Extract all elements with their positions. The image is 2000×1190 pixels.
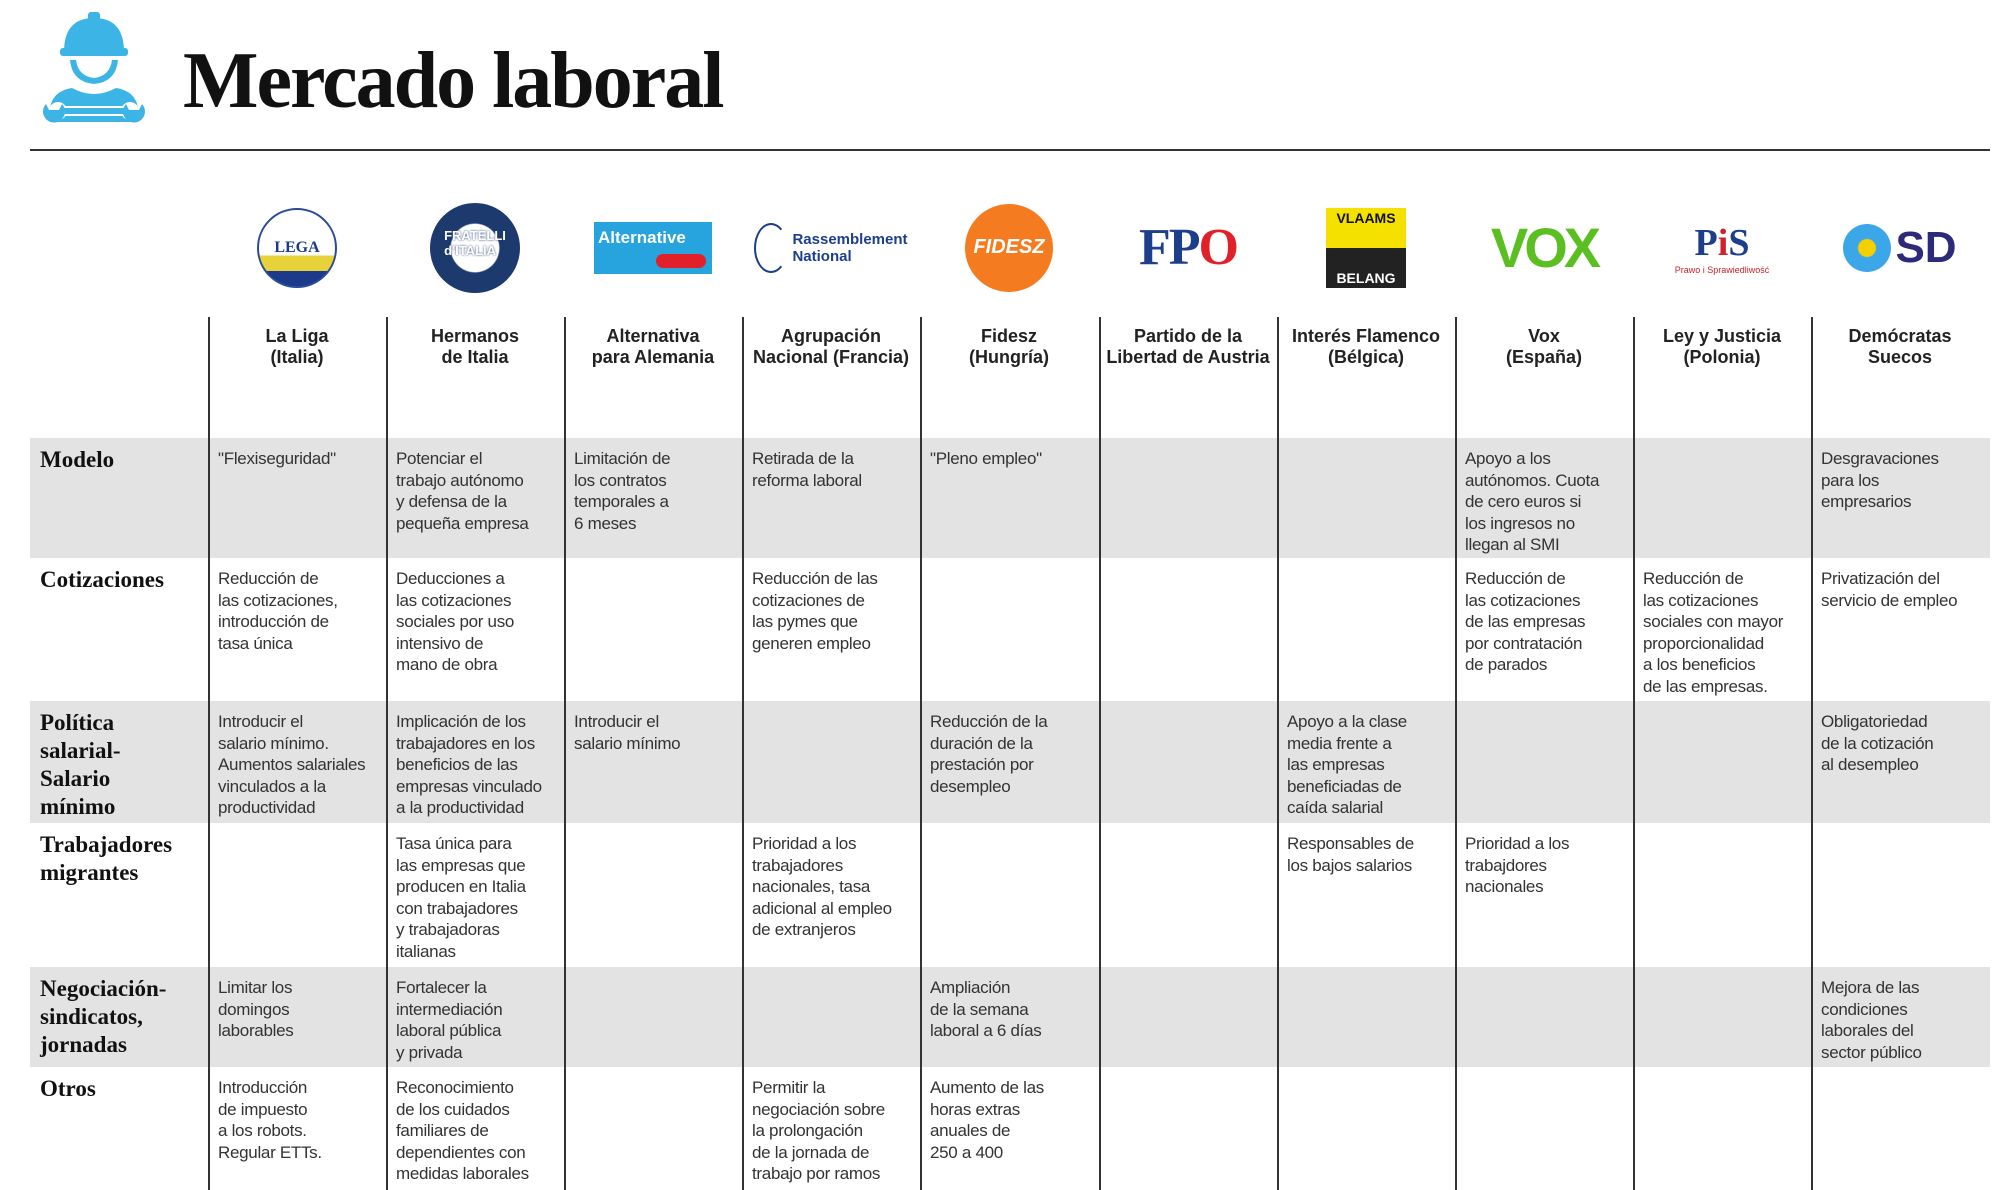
logo-part — [754, 222, 789, 273]
page-title: Mercado laboral — [183, 37, 725, 125]
table-cell: Fortalecer la intermediación laboral púb… — [396, 978, 503, 1062]
logo-part: Rassemblement National — [792, 230, 908, 265]
logo-part: VLAAMS — [1336, 209, 1396, 226]
table-cell: "Flexiseguridad" — [218, 449, 336, 468]
table-cell: Permitir la negociación sobre la prolong… — [752, 1078, 885, 1183]
column-divider — [1099, 317, 1101, 1190]
party-logo: VLAAMS BELANG — [1277, 195, 1455, 300]
logo-part — [1843, 223, 1892, 272]
logo-part: Alternative — [594, 221, 712, 274]
row-label: Otros — [40, 1076, 96, 1101]
column-header: Ley y Justicia (Polonia) — [1662, 326, 1782, 367]
table-cell: Reconocimiento de los cuidados familiare… — [396, 1078, 529, 1183]
column-header: La Liga (Italia) — [265, 326, 329, 367]
table-cell: Mejora de las condiciones laborales del … — [1821, 978, 1922, 1062]
table-cell: Apoyo a la clase media frente a las empr… — [1287, 712, 1407, 817]
row-label: Negociación- sindicatos, jornadas — [40, 976, 167, 1057]
logo-part: FPO — [1139, 219, 1239, 276]
logo-part: FIDESZ — [965, 203, 1053, 292]
party-logo: SD — [1811, 195, 1989, 300]
column-header: Agrupación Nacional (Francia) — [752, 326, 910, 367]
row-label: Trabajadores migrantes — [40, 832, 173, 885]
table-cell: Prioridad a los trabajadores nacionales,… — [752, 834, 892, 939]
column-header: Fidesz (Hungría) — [969, 326, 1049, 367]
table-cell: Responsables de los bajos salarios — [1287, 834, 1414, 875]
table-cell: Reducción de la duración de la prestació… — [930, 712, 1048, 796]
logo-part: BELANG — [1336, 269, 1396, 286]
table-cell: Aumento de las horas extras anuales de 2… — [930, 1078, 1044, 1162]
table-cell: Reducción de las cotizaciones de las pym… — [752, 569, 878, 653]
party-logo: LEGA — [208, 195, 386, 300]
column-header: Demócratas Suecos — [1848, 326, 1952, 367]
logo-part: Rassemblement National — [754, 222, 908, 273]
table-cell: Prioridad a los trabajdores nacionales — [1465, 834, 1570, 896]
logo-part: LEGA — [257, 207, 337, 288]
logo-part: PiS — [1694, 221, 1750, 264]
table-cell: Reducción de las cotizaciones sociales c… — [1643, 569, 1784, 696]
column-divider — [1277, 317, 1279, 1190]
row-band — [30, 967, 1990, 1067]
logo-part: i — [1717, 221, 1729, 264]
table-cell: Potenciar el trabajo autónomo y defensa … — [396, 449, 529, 533]
logo-part: SD — [1843, 222, 1957, 273]
party-logo: PiS Prawo i Sprawiedliwość — [1633, 195, 1811, 300]
column-divider — [1633, 317, 1635, 1190]
party-logo: FIDESZ — [920, 195, 1098, 300]
logo-part: FRATELLI d'ITALIA — [430, 202, 520, 293]
table-cell: Reducción de las cotizaciones de las emp… — [1465, 569, 1586, 674]
logo-part: VLAAMS BELANG — [1326, 207, 1406, 288]
table-cell: Reducción de las cotizaciones, introducc… — [218, 569, 338, 653]
title-divider — [30, 149, 1990, 151]
logo-part: SD — [1895, 222, 1957, 272]
column-divider — [564, 317, 566, 1190]
table-cell: Desgravaciones para los empresarios — [1821, 449, 1939, 511]
table-cell: Implicación de los trabajadores en los b… — [396, 712, 542, 817]
party-logo: Alternative — [564, 195, 742, 300]
logo-part: Prawo i Sprawiedliwość — [1674, 264, 1770, 275]
table-cell: "Pleno empleo" — [930, 449, 1042, 468]
table-cell: Introducción de impuesto a los robots. R… — [218, 1078, 322, 1162]
column-divider — [742, 317, 744, 1190]
column-divider — [208, 317, 210, 1190]
table-cell: Limitar los domingos laborables — [218, 978, 294, 1040]
table-cell: Limitación de los contratos temporales a… — [574, 449, 671, 533]
column-divider — [1455, 317, 1457, 1190]
row-label: Modelo — [40, 447, 115, 472]
party-logo: Rassemblement National — [742, 195, 920, 300]
party-logo: VOX — [1455, 195, 1633, 300]
logo-part — [656, 253, 706, 268]
row-label: Política salarial- Salario mínimo — [40, 710, 121, 819]
party-logo: FRATELLI d'ITALIA — [386, 195, 564, 300]
table-cell: Deducciones a las cotizaciones sociales … — [396, 569, 515, 674]
row-band — [30, 701, 1990, 823]
table-cell: Introducir el salario mínimo — [574, 712, 681, 753]
column-header: Interés Flamenco (Bélgica) — [1291, 326, 1441, 367]
table-cell: Ampliación de la semana laboral a 6 días — [930, 978, 1042, 1040]
logo-part: VOX — [1490, 216, 1601, 279]
logo-part: PiS Prawo i Sprawiedliwość — [1675, 221, 1770, 275]
row-band — [30, 438, 1990, 558]
table-cell: Introducir el salario mínimo. Aumentos s… — [218, 712, 366, 817]
column-header: Alternativa para Alemania — [591, 326, 715, 367]
party-logo: FPO — [1099, 195, 1277, 300]
table-cell: Obligatoriedad de la cotización al desem… — [1821, 712, 1934, 774]
table-cell: Retirada de la reforma laboral — [752, 449, 862, 490]
column-divider — [386, 317, 388, 1190]
column-divider — [920, 317, 922, 1190]
worker-wrench-icon — [43, 12, 145, 123]
column-header: Partido de la Libertad de Austria — [1106, 326, 1270, 367]
column-header: Hermanos de Italia — [430, 326, 520, 367]
logo-part: O — [1198, 219, 1239, 276]
table-cell: Privatización del servicio de empleo — [1821, 569, 1958, 610]
table-cell: Tasa única para las empresas que produce… — [396, 834, 526, 961]
table-cell: Apoyo a los autónomos. Cuota de cero eur… — [1465, 449, 1600, 554]
column-divider — [1811, 317, 1813, 1190]
row-label: Cotizaciones — [40, 567, 164, 592]
column-header: Vox (España) — [1505, 326, 1583, 367]
